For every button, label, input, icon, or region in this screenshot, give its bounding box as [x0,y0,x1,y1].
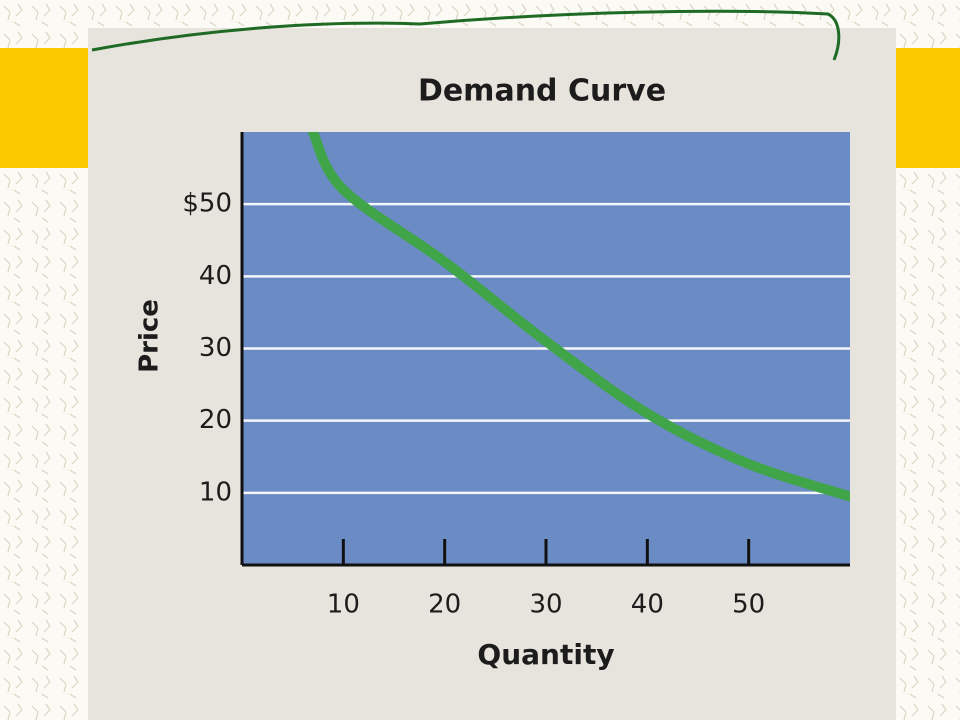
y-tick-label: 10 [199,477,232,507]
x-tick-label: 40 [631,590,664,620]
pen-mark [91,9,841,61]
x-tick-label: 50 [732,590,765,620]
x-axis-label: Quantity [477,638,614,671]
y-tick-label: 40 [199,261,232,291]
y-tick-label: $50 [182,189,232,219]
y-axis-label: Price [135,299,165,373]
y-tick-label: 30 [199,333,232,363]
x-tick-label: 30 [529,590,562,620]
demand-curve [307,132,850,502]
x-tick-label: 10 [327,590,360,620]
x-tick-label: 20 [428,590,461,620]
y-tick-label: 20 [199,405,232,435]
chart-title: Demand Curve [418,74,666,109]
